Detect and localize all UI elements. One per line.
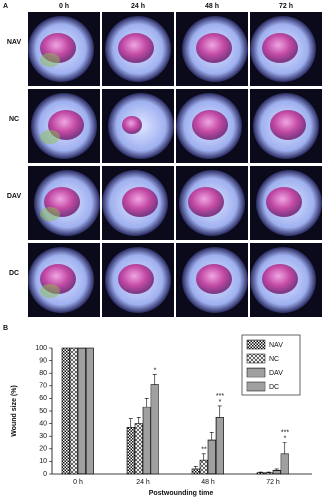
panel-label: B <box>3 325 8 332</box>
y-tick-label: 10 <box>39 458 47 465</box>
bar <box>126 427 135 475</box>
wound <box>122 116 142 134</box>
error-bar <box>282 442 287 454</box>
photo-grid: 0 h 24 h 48 h 72 h NAV NC DAV DC <box>7 3 322 317</box>
wound <box>118 33 154 63</box>
bar <box>264 472 273 475</box>
error-bar <box>136 417 141 424</box>
error-bar <box>274 468 279 471</box>
wound <box>188 187 224 217</box>
y-tick-label: 80 <box>39 370 47 377</box>
wound <box>196 264 232 294</box>
y-tick-label: 0 <box>43 471 47 478</box>
significance: * <box>284 435 287 442</box>
y-tick-label: 60 <box>39 395 47 402</box>
wound <box>196 33 232 63</box>
column-label: 0 h <box>59 3 69 10</box>
bar <box>215 416 224 475</box>
x-tick-label: 48 h <box>201 479 215 486</box>
legend-swatch <box>246 339 266 350</box>
column-label: 72 h <box>279 3 293 10</box>
y-axis-label: Wound size (%) <box>11 385 18 437</box>
bar <box>272 469 281 475</box>
y-tick-label: 30 <box>39 433 47 440</box>
tissue <box>40 207 60 221</box>
panel-label: A <box>3 3 8 10</box>
legend-label: DC <box>269 384 279 391</box>
wound <box>122 187 158 217</box>
column-label: 24 h <box>131 3 145 10</box>
row-label: DC <box>9 270 19 277</box>
error-bar <box>128 418 133 428</box>
error-bar <box>258 471 263 473</box>
significance: ** <box>201 447 207 454</box>
column-label: 48 h <box>205 3 219 10</box>
wound <box>118 264 154 294</box>
error-bar <box>144 398 149 408</box>
error-bar <box>152 374 157 385</box>
y-tick-label: 70 <box>39 383 47 390</box>
y-tick-label: 40 <box>39 420 47 427</box>
row-label: NC <box>9 116 19 123</box>
legend-label: DAV <box>269 370 283 377</box>
bar <box>280 453 289 475</box>
significance: *** <box>216 393 224 400</box>
error-bar <box>217 405 222 418</box>
bar <box>85 347 94 475</box>
wound <box>262 33 298 63</box>
row-label: DAV <box>7 193 22 200</box>
error-bar <box>266 471 271 473</box>
significance: * <box>219 399 222 406</box>
tissue <box>40 130 60 144</box>
error-bar <box>209 432 214 440</box>
bar <box>207 439 216 475</box>
error-bar <box>193 466 198 469</box>
bar <box>77 347 86 475</box>
legend-swatch <box>246 381 266 392</box>
legend-swatch <box>246 367 266 378</box>
significance: *** <box>281 429 289 436</box>
tissue <box>40 284 60 298</box>
legend-label: NC <box>269 356 279 363</box>
bar <box>256 472 265 475</box>
x-tick-label: 72 h <box>266 479 280 486</box>
y-tick-label: 100 <box>35 345 47 352</box>
row-label: NAV <box>7 39 22 46</box>
x-tick-label: 0 h <box>73 479 83 486</box>
legend-label: NAV <box>269 342 283 349</box>
y-tick-label: 50 <box>39 408 47 415</box>
x-axis-label: Postwounding time <box>149 490 214 497</box>
bar <box>69 347 78 475</box>
bar <box>150 384 159 475</box>
bar <box>199 459 208 475</box>
error-bar <box>201 453 206 461</box>
bar <box>61 347 70 475</box>
wound <box>262 264 298 294</box>
wound <box>192 110 228 140</box>
bar <box>142 406 151 475</box>
wound <box>270 110 306 140</box>
wound <box>266 187 302 217</box>
significance: * <box>154 367 157 374</box>
bar <box>134 423 143 475</box>
tissue <box>40 53 60 67</box>
y-tick-label: 90 <box>39 357 47 364</box>
legend-swatch <box>246 353 266 364</box>
y-tick-label: 20 <box>39 446 47 453</box>
x-tick-label: 24 h <box>136 479 150 486</box>
bar <box>191 468 200 475</box>
